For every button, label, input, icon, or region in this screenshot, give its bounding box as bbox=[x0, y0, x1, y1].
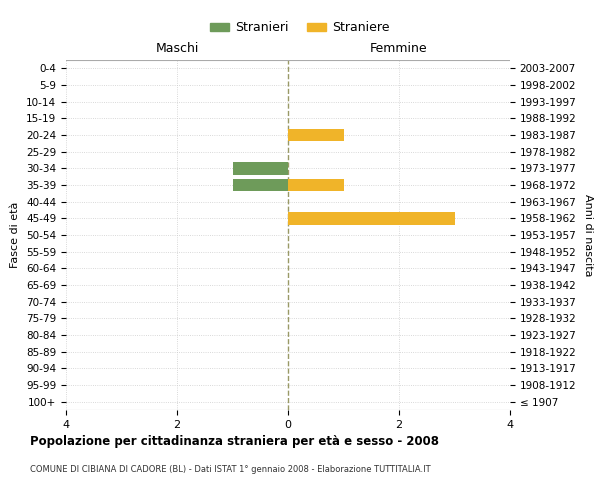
Y-axis label: Anni di nascita: Anni di nascita bbox=[583, 194, 593, 276]
Bar bbox=[288, 179, 343, 192]
Bar bbox=[233, 162, 288, 174]
Bar bbox=[288, 129, 343, 141]
Text: Maschi: Maschi bbox=[155, 42, 199, 55]
Bar bbox=[288, 212, 455, 224]
Bar bbox=[233, 179, 288, 192]
Text: Femmine: Femmine bbox=[370, 42, 428, 55]
Y-axis label: Fasce di età: Fasce di età bbox=[10, 202, 20, 268]
Text: COMUNE DI CIBIANA DI CADORE (BL) - Dati ISTAT 1° gennaio 2008 - Elaborazione TUT: COMUNE DI CIBIANA DI CADORE (BL) - Dati … bbox=[30, 465, 431, 474]
Legend: Stranieri, Straniere: Stranieri, Straniere bbox=[205, 16, 395, 40]
Text: Popolazione per cittadinanza straniera per età e sesso - 2008: Popolazione per cittadinanza straniera p… bbox=[30, 435, 439, 448]
